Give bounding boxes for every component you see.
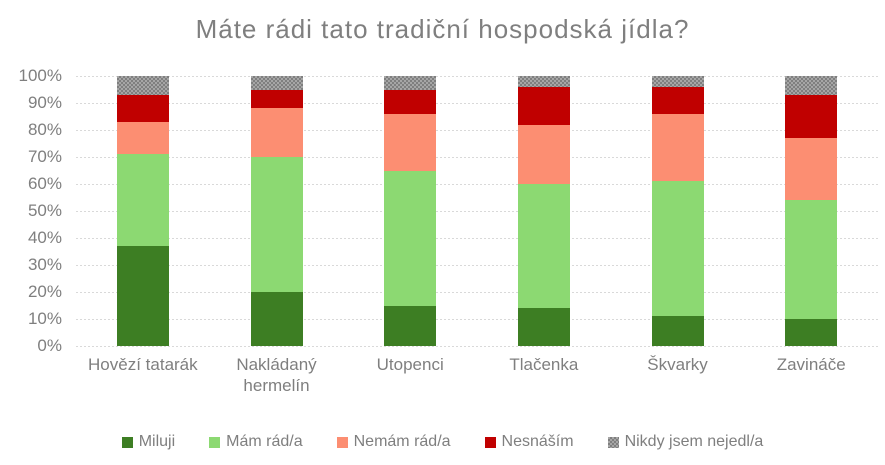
legend-swatch (336, 436, 348, 448)
bar-segment (517, 76, 570, 87)
bar-segment (116, 154, 169, 247)
bar-segment (517, 308, 570, 346)
chart-title: Máte rádi tato tradiční hospodská jídla? (195, 14, 690, 44)
x-axis: Hovězí tatarák Nakládaný hermelín Utopenci… (76, 354, 878, 396)
bar-slot (744, 76, 878, 346)
bar-segment (384, 170, 437, 306)
bar-segment (116, 121, 169, 155)
legend-item: Miluji (121, 433, 176, 451)
bar-segment (384, 76, 437, 90)
legend-item: Nesnáším (484, 433, 574, 451)
gridline (76, 346, 878, 347)
bar-segment (250, 292, 303, 346)
legend-swatch (209, 436, 221, 448)
bar-segment (250, 76, 303, 90)
bar-segment (651, 76, 704, 87)
legend-label: Nesnáším (501, 433, 574, 450)
y-tick-label: 0% (37, 336, 62, 355)
legend-label: Nikdy jsem nejedl/a (624, 433, 764, 450)
stacked-bar (384, 76, 437, 346)
y-tick-label: 100% (18, 66, 62, 85)
bar-segment (517, 184, 570, 309)
stacked-bar (785, 76, 838, 346)
y-tick-label: 20% (27, 282, 62, 301)
bar-segment (384, 305, 437, 346)
x-axis-label: Utopenci (376, 355, 444, 374)
x-axis-label: Hovězí tatarák (88, 355, 198, 374)
legend-item: Nikdy jsem nejedl/a (607, 433, 764, 451)
legend-swatch (121, 436, 133, 448)
bar-segment (785, 138, 838, 201)
bar-segment (250, 108, 303, 157)
gridline (76, 184, 878, 185)
plot-area (76, 76, 878, 347)
gridline (76, 319, 878, 320)
bar-slot (343, 76, 477, 346)
y-tick-label: 90% (27, 93, 62, 112)
y-tick-label: 70% (27, 147, 62, 166)
bar-segment (651, 316, 704, 346)
y-axis: 0% 10% 20% 30% 40% 50% 60% 70% 80% 90% 100% (0, 67, 62, 355)
bar-segment (116, 76, 169, 95)
legend-label: Nemám rád/a (353, 433, 451, 450)
y-tick-label: 30% (27, 255, 62, 274)
bar-segment (517, 86, 570, 125)
bar-segment (651, 86, 704, 114)
bar-segment (250, 157, 303, 292)
gridline (76, 76, 878, 77)
y-tick-label: 60% (27, 174, 62, 193)
gridline (76, 238, 878, 239)
stacked-bar (116, 76, 169, 346)
bar-segment (384, 89, 437, 114)
legend-item: Mám rád/a (209, 433, 303, 451)
bar-segment (785, 319, 838, 346)
y-tick-label: 50% (27, 201, 62, 220)
bar-segment (250, 89, 303, 109)
legend-swatch (607, 436, 619, 448)
stacked-bar (651, 76, 704, 346)
bar-segment (785, 76, 838, 95)
bar-segment (785, 94, 838, 139)
stacked-bar (250, 76, 303, 346)
gridline (76, 130, 878, 131)
bar-segment (517, 124, 570, 185)
gridline (76, 292, 878, 293)
bar-segment (651, 113, 704, 182)
gridline (76, 265, 878, 266)
bar-slot (477, 76, 611, 346)
y-tick-label: 80% (27, 120, 62, 139)
legend-label: Miluji (138, 433, 176, 450)
legend-swatch (484, 436, 496, 448)
gridline (76, 103, 878, 104)
x-axis-label: Nakládaný hermelín (236, 355, 317, 395)
legend: Miluji Mám rád/a Nemám rád/a Nesnáším Nikdy … (0, 433, 885, 451)
legend-item: Nemám rád/a (336, 433, 451, 451)
bars-container (76, 76, 878, 346)
y-tick-label: 10% (27, 309, 62, 328)
bar-slot (210, 76, 344, 346)
bar-segment (384, 113, 437, 171)
gridline (76, 157, 878, 158)
bar-segment (116, 94, 169, 122)
bar-segment (116, 246, 169, 346)
x-axis-label: Tlačenka (509, 355, 579, 374)
x-axis-label: Škvarky (647, 355, 708, 374)
bar-segment (785, 200, 838, 319)
legend-label: Mám rád/a (226, 433, 303, 450)
x-axis-label: Zavináče (776, 355, 846, 374)
bar-segment (651, 181, 704, 317)
gridline (76, 211, 878, 212)
y-tick-label: 40% (27, 228, 62, 247)
stacked-bar (517, 76, 570, 346)
bar-slot (611, 76, 745, 346)
bar-slot (76, 76, 210, 346)
